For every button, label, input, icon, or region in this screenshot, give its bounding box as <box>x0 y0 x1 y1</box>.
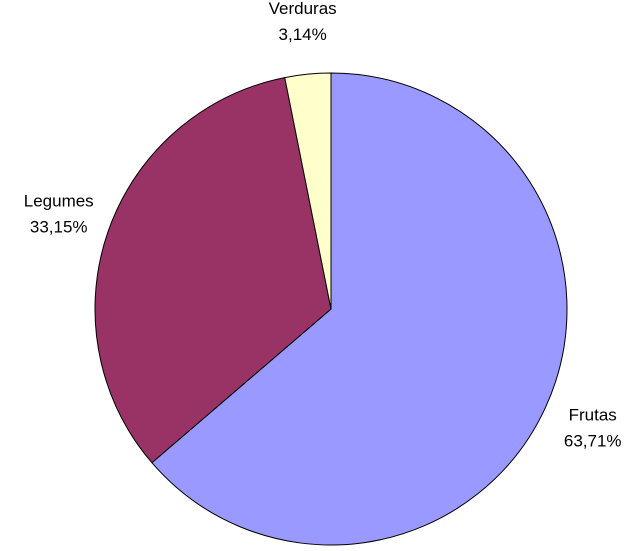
pie-slice <box>151 72 568 546</box>
pie-slice <box>284 72 332 310</box>
slice-label: Legumes <box>24 192 94 211</box>
pie-slice <box>94 76 332 464</box>
slice-value-label: 33,15% <box>30 218 88 237</box>
slice-value-label: 3,14% <box>279 25 327 44</box>
slice-label: Verduras <box>269 0 337 18</box>
slice-value-label: 63,71% <box>564 432 622 451</box>
slice-label: Frutas <box>569 406 617 425</box>
